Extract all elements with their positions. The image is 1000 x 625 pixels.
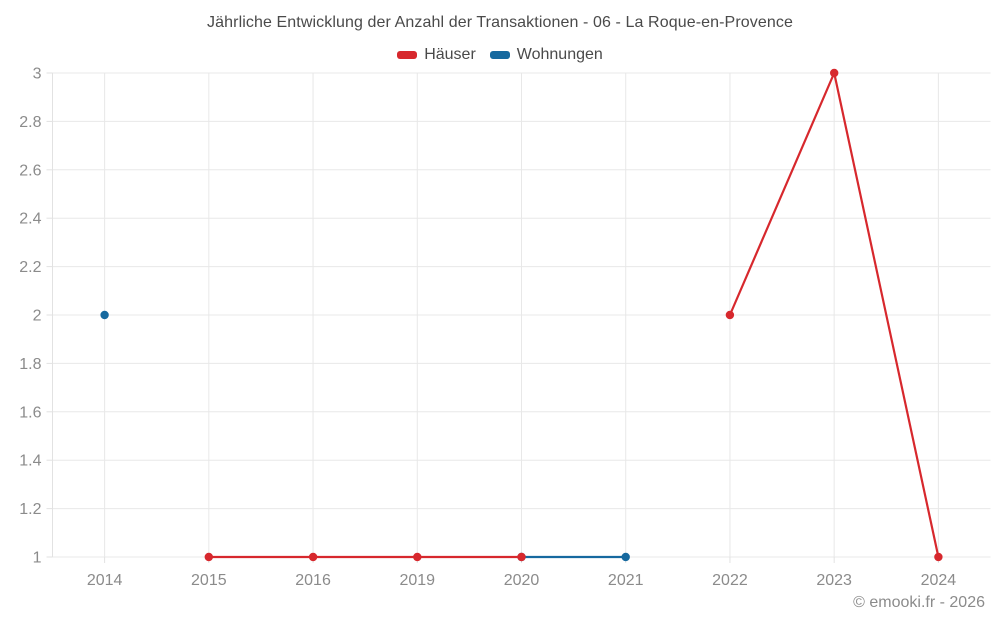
data-point[interactable]: [830, 68, 839, 78]
data-point[interactable]: [204, 552, 213, 562]
x-axis-label: 2016: [295, 572, 331, 589]
x-axis-label: 2020: [504, 572, 540, 589]
x-axis-label: 2019: [399, 572, 435, 589]
y-axis-label: 2: [33, 308, 42, 325]
y-axis-label: 2.6: [19, 162, 41, 179]
legend: Häuser Wohnungen: [0, 46, 1000, 64]
data-point[interactable]: [621, 552, 630, 562]
x-axis-label: 2015: [191, 572, 227, 589]
series-häuser: [204, 68, 943, 562]
y-axis-label: 2.4: [19, 211, 41, 228]
series-wohnungen: [100, 310, 630, 562]
legend-label-hauser: Häuser: [424, 46, 476, 63]
data-point[interactable]: [517, 552, 526, 562]
x-grid: 2014 2015 2016 2019 2020 2021 2022 2023 2024: [87, 73, 956, 589]
y-axis-label: 1.6: [19, 404, 41, 421]
legend-item-wohnungen[interactable]: Wohnungen: [489, 46, 603, 64]
x-axis-label: 2022: [712, 572, 748, 589]
chart-title: Jährliche Entwicklung der Anzahl der Tra…: [207, 14, 793, 31]
legend-label-wohnungen: Wohnungen: [516, 46, 603, 63]
y-axis-label: 1.4: [19, 453, 41, 470]
y-axis-label: 2.8: [19, 114, 41, 131]
x-axis-label: 2023: [816, 572, 852, 589]
copyright: © emooki.fr - 2026: [853, 594, 985, 611]
x-axis-label: 2021: [608, 572, 644, 589]
x-axis-label: 2014: [87, 572, 123, 589]
legend-item-hauser[interactable]: Häuser: [397, 46, 476, 64]
x-axis-label: 2024: [921, 572, 957, 589]
legend-swatch-wohnungen: [489, 51, 510, 59]
data-point[interactable]: [100, 310, 109, 320]
y-axis-label: 2.2: [19, 259, 41, 276]
data-point[interactable]: [413, 552, 422, 562]
legend-swatch-hauser: [397, 51, 418, 59]
y-axis-label: 1.2: [19, 501, 41, 518]
data-point[interactable]: [725, 310, 735, 320]
y-axis-label: 3: [33, 66, 42, 83]
data-point[interactable]: [934, 552, 943, 562]
data-point[interactable]: [308, 552, 318, 562]
y-axis-label: 1: [33, 550, 42, 567]
y-grid: 1 1.2 1.4 1.6 1.8 2 2.2 2.4 2.6 2.8 3: [19, 66, 991, 567]
y-axis-label: 1.8: [19, 356, 41, 373]
